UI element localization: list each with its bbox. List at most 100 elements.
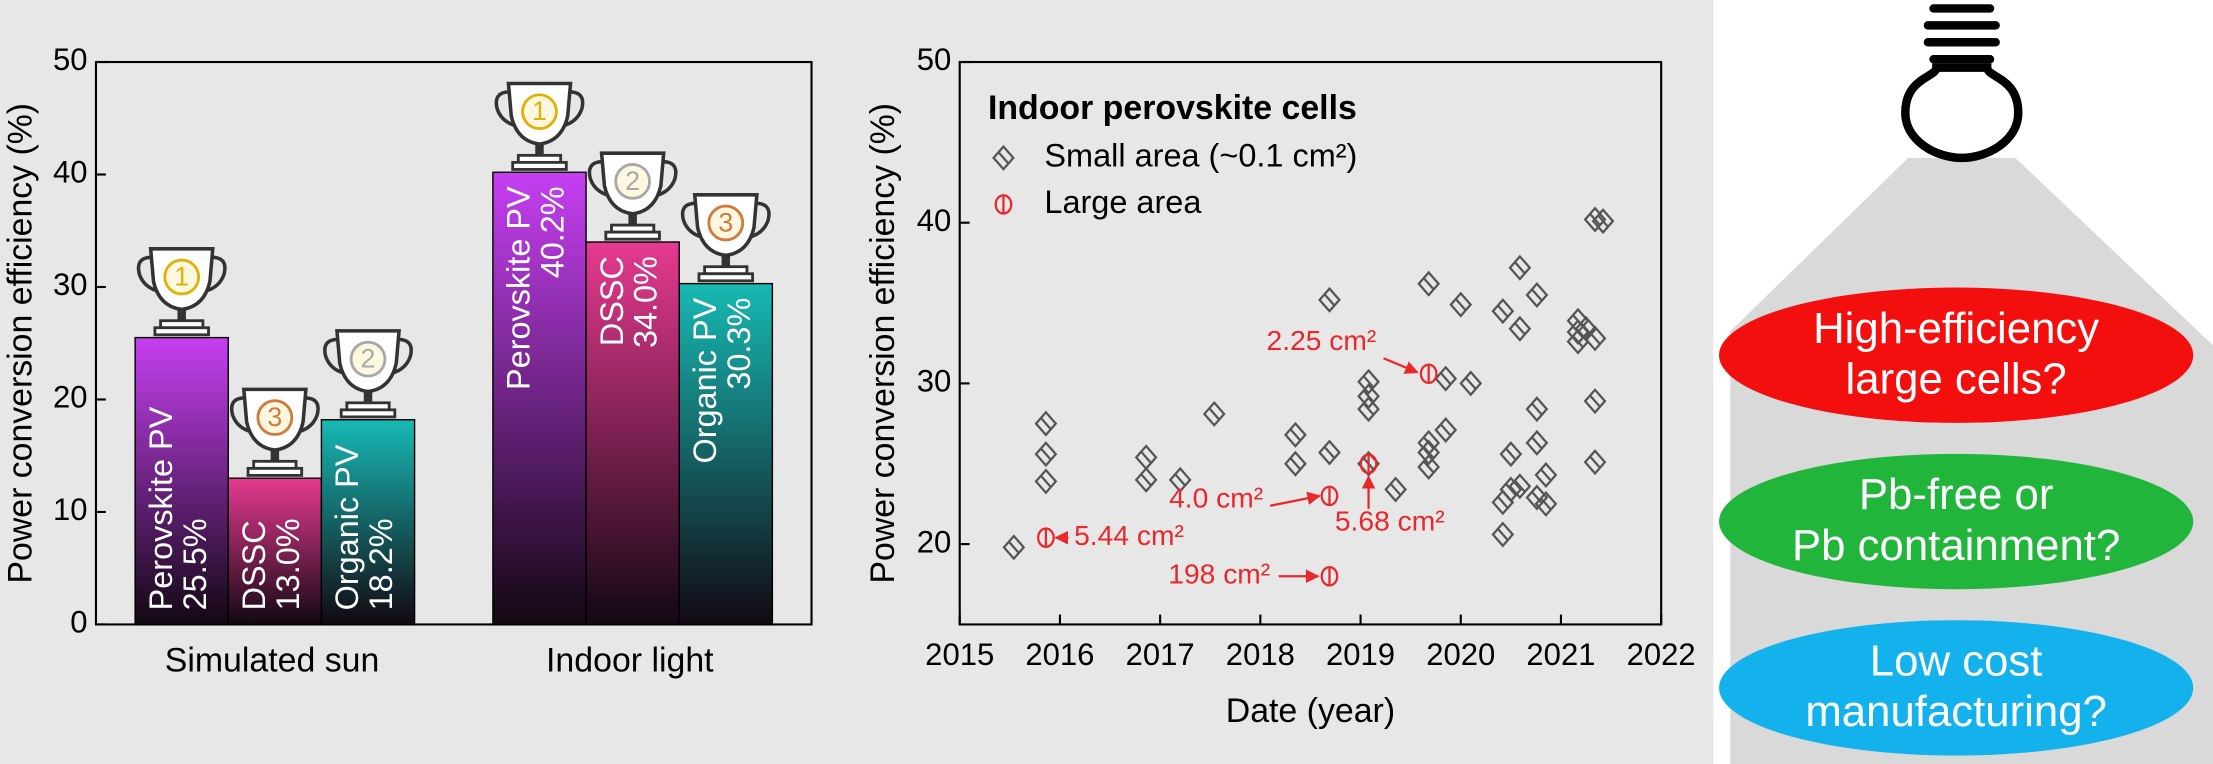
point [1417, 453, 1441, 480]
bar-series-label: DSSC [236, 520, 272, 610]
point [1284, 421, 1307, 448]
trophy-base [604, 230, 661, 241]
point [1508, 473, 1532, 500]
trophy-handles [323, 337, 413, 375]
point [1034, 441, 1058, 468]
light-bulb [1901, 4, 2023, 163]
trophy-base [246, 466, 304, 477]
trophy-handles [680, 201, 771, 239]
bar [492, 171, 587, 626]
bar-series-label: Organic PV [687, 297, 723, 463]
trophy-stem [721, 255, 731, 269]
point [1459, 370, 1483, 397]
point [1491, 298, 1515, 325]
point [1534, 462, 1558, 488]
point [1434, 365, 1458, 392]
trophy-handles [494, 90, 585, 128]
point [1534, 490, 1558, 517]
annotation-arrow [1269, 491, 1321, 507]
point [1318, 439, 1341, 466]
point [1583, 388, 1607, 415]
question-text: manufacturing? [1805, 687, 2107, 736]
y-tick-label: 30 [917, 364, 952, 399]
x-tick-label: Simulated sun [165, 641, 380, 679]
point [1037, 527, 1055, 548]
bar [585, 241, 680, 626]
trophy: 1 [136, 247, 227, 337]
trophy-stem [177, 309, 186, 323]
trophy-medal [521, 93, 558, 130]
point [1034, 468, 1058, 495]
bar [320, 419, 416, 626]
trophy-rank: 1 [532, 96, 547, 126]
x-tick-label: Indoor light [546, 641, 714, 679]
point-label: 4.0 cm² [1169, 482, 1263, 514]
trophy: 3 [229, 387, 320, 477]
y-tick-label: 20 [917, 524, 952, 559]
trophy-medal [256, 399, 294, 436]
legend-marker [992, 144, 1015, 171]
point [1583, 325, 1607, 352]
trophy-rank: 3 [267, 402, 282, 432]
plot-frame [958, 60, 1663, 626]
x-tick-label: 2018 [1226, 637, 1295, 672]
trophy-medal [349, 340, 387, 378]
x-tick-label: 2021 [1526, 637, 1595, 672]
x-axis-label: Date (year) [1226, 692, 1395, 730]
point [1318, 286, 1341, 313]
legend-label: Small area (~0.1 cm²) [1044, 137, 1357, 173]
point [1525, 429, 1549, 456]
point [1357, 396, 1380, 423]
trophy-rank: 2 [361, 344, 376, 374]
x-tick-label: 2017 [1126, 637, 1195, 672]
question-text: Pb-free or [1859, 470, 2054, 519]
point-label: 5.68 cm² [1335, 504, 1445, 536]
trophy: 2 [587, 151, 678, 241]
point [1002, 534, 1026, 561]
y-axis-label: Power conversion efficiency (%) [2, 103, 40, 584]
bar-value-label: 18.2% [363, 518, 399, 610]
y-tick-label: 40 [917, 203, 952, 238]
point [1168, 466, 1192, 493]
point [1525, 396, 1549, 423]
legend-label: Large area [1044, 184, 1202, 220]
trophy-base [697, 272, 755, 283]
bar-value-label: 34.0% [628, 256, 664, 348]
bar-value-label: 25.5% [177, 518, 213, 610]
y-tick-label: 20 [53, 380, 88, 415]
trophy-medal [707, 204, 745, 242]
trophy-handles [229, 396, 320, 434]
legend-marker [994, 194, 1013, 215]
trophy-rank: 3 [718, 208, 733, 238]
trophy-base [511, 160, 568, 171]
point [1384, 476, 1407, 503]
y-axis-label: Power conversion efficiency (%) [864, 103, 902, 584]
point [1284, 450, 1307, 477]
question-oval [1719, 453, 2194, 590]
legend-title: Indoor perovskite cells [988, 89, 1357, 127]
point [1357, 368, 1380, 395]
x-tick-label: 2016 [1025, 637, 1094, 672]
trophy: 2 [323, 329, 413, 419]
point-label: 198 cm² [1168, 558, 1270, 590]
point [1320, 485, 1339, 507]
plot-frame [94, 60, 813, 626]
trophy-medal [163, 258, 201, 296]
y-tick-label: 40 [53, 155, 88, 190]
bar-series-label: DSSC [594, 256, 630, 346]
point [1434, 417, 1458, 444]
point [1419, 363, 1438, 385]
point [1508, 254, 1532, 281]
point [1202, 400, 1226, 427]
y-tick-label: 50 [53, 42, 88, 77]
point [1499, 476, 1523, 503]
point [1508, 315, 1532, 342]
y-tick-label: 0 [70, 605, 87, 640]
bar-value-label: 13.0% [270, 518, 306, 610]
bar-value-label: 30.3% [721, 298, 757, 390]
point-label: 5.44 cm² [1074, 519, 1184, 551]
question-oval [1719, 287, 2194, 423]
trophy: 3 [680, 193, 771, 283]
trophy-base [339, 408, 397, 419]
y-tick-label: 10 [53, 492, 88, 527]
